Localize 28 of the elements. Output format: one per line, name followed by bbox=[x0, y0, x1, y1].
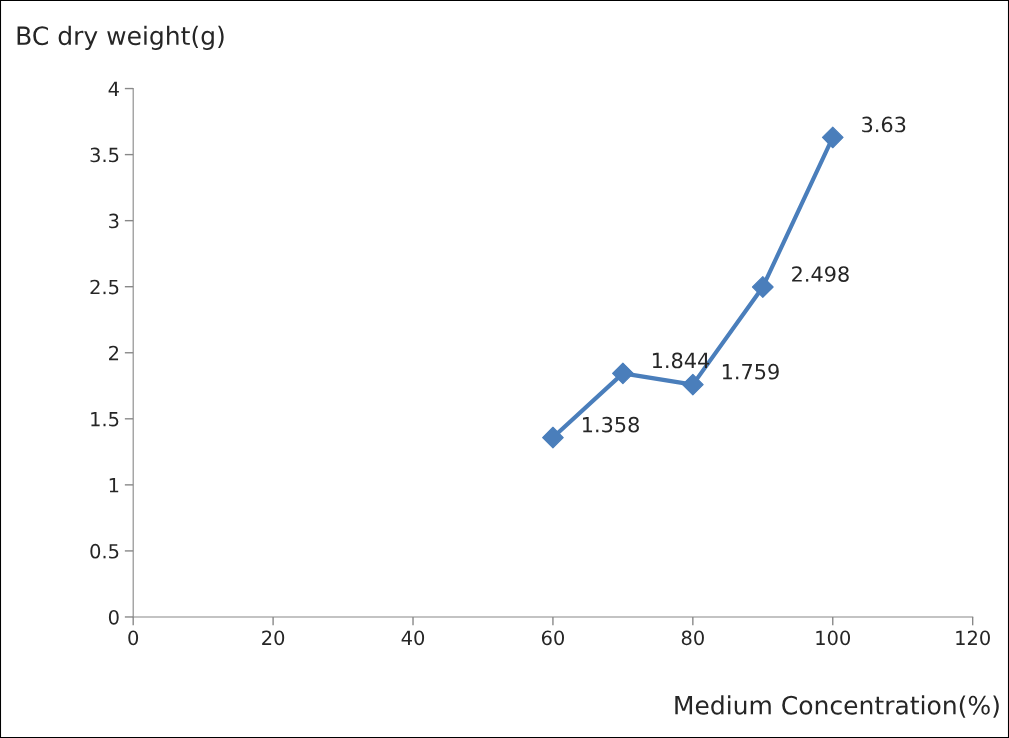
x-tick-label: 120 bbox=[956, 630, 990, 646]
point bbox=[751, 276, 774, 298]
x-tick-label: 80 bbox=[681, 630, 704, 646]
x-tick-label: 0 bbox=[128, 630, 139, 646]
y-tick-label: 3 bbox=[109, 213, 119, 229]
data-label: 1.844 bbox=[652, 352, 710, 369]
data-label: 3.63 bbox=[862, 116, 906, 133]
y-tick-label: 0.5 bbox=[90, 543, 119, 559]
point bbox=[681, 373, 704, 396]
y-tick-label: 1.5 bbox=[91, 412, 119, 427]
data-label: 1.759 bbox=[722, 363, 779, 380]
x-tick-label: 60 bbox=[541, 630, 565, 646]
y-tick-label: 4 bbox=[108, 81, 119, 96]
y-tick-label: 3.5 bbox=[90, 147, 119, 163]
data-label: 1.358 bbox=[583, 416, 639, 433]
x-tick-label: 100 bbox=[816, 630, 851, 646]
x-tick-label: 20 bbox=[262, 630, 285, 646]
point bbox=[612, 362, 634, 385]
data-label: 2.498 bbox=[792, 266, 849, 282]
y-tick-label: 2 bbox=[109, 345, 119, 361]
point bbox=[821, 126, 844, 149]
x-tick-label: 40 bbox=[401, 630, 425, 646]
point bbox=[542, 426, 564, 449]
y-tick-label: 1 bbox=[109, 478, 119, 493]
y-axis-title: BC dry weight(g) bbox=[17, 25, 224, 51]
y-tick-label: 0 bbox=[108, 609, 119, 625]
y-tick-label: 2.5 bbox=[90, 279, 119, 295]
x-axis-title: Medium Concentration(%) bbox=[675, 695, 999, 718]
